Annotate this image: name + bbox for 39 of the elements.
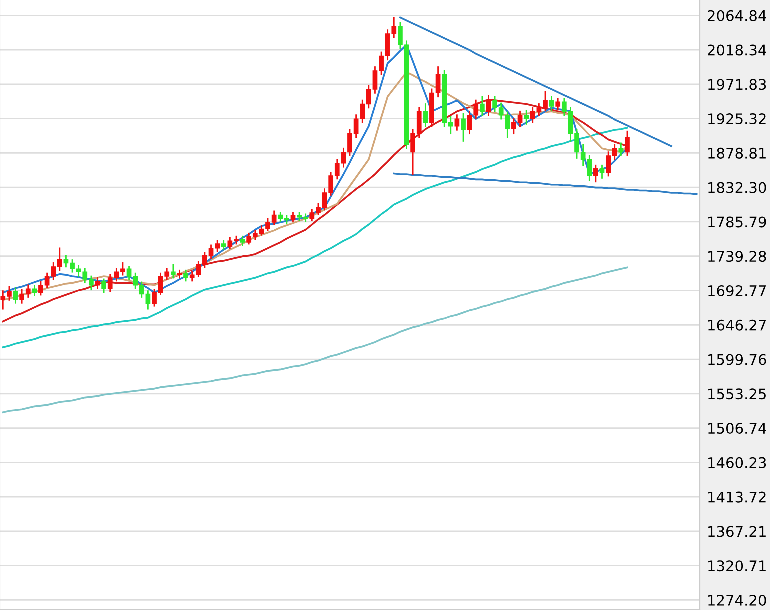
- candlestick: [184, 270, 188, 282]
- candlestick: [95, 277, 100, 290]
- line-series: [393, 172, 698, 196]
- y-tick-label: 1506.74: [708, 423, 766, 434]
- candlestick: [170, 264, 176, 279]
- y-tick-label: 1274.20: [708, 594, 766, 606]
- y-tick-label: 1413.72: [708, 492, 766, 503]
- y-tick-label: 1739.28: [708, 251, 766, 262]
- y-tick-label: 2064.84: [708, 10, 766, 22]
- line-series: [2, 127, 628, 348]
- y-tick-label: 1692.77: [708, 285, 766, 296]
- candlestick: [556, 98, 561, 110]
- candlestick: [486, 95, 492, 116]
- y-tick-label: 1925.32: [708, 114, 766, 125]
- y-tick-label: 1320.71: [708, 560, 766, 572]
- candlestick: [524, 110, 530, 125]
- candlestick: [461, 113, 466, 142]
- y-tick-label: 1832.30: [708, 182, 766, 194]
- candlestick: [594, 164, 598, 183]
- candlestick: [423, 104, 428, 128]
- y-tick-label: 1971.83: [708, 79, 766, 90]
- candlestick: [600, 164, 605, 179]
- line-series: [2, 266, 628, 414]
- candlestick: [454, 114, 460, 131]
- line-series: [400, 16, 673, 148]
- y-tick-label: 1553.25: [708, 388, 766, 400]
- y-tick-label: 2018.34: [708, 44, 766, 56]
- y-tick-label: 1785.79: [708, 216, 766, 228]
- candlestick: [102, 278, 106, 294]
- y-tick-label: 1646.27: [708, 320, 766, 331]
- y-tick-label: 1367.21: [708, 526, 766, 538]
- candlestick: [480, 96, 485, 116]
- y-tick-label: 1878.81: [708, 148, 766, 159]
- candlestick: [549, 96, 554, 112]
- candlestick: [625, 130, 630, 156]
- candlestick: [618, 142, 624, 156]
- candlestick: [13, 288, 18, 304]
- y-tick-label: 1599.76: [708, 354, 766, 366]
- y-tick-label: 1460.23: [708, 457, 766, 468]
